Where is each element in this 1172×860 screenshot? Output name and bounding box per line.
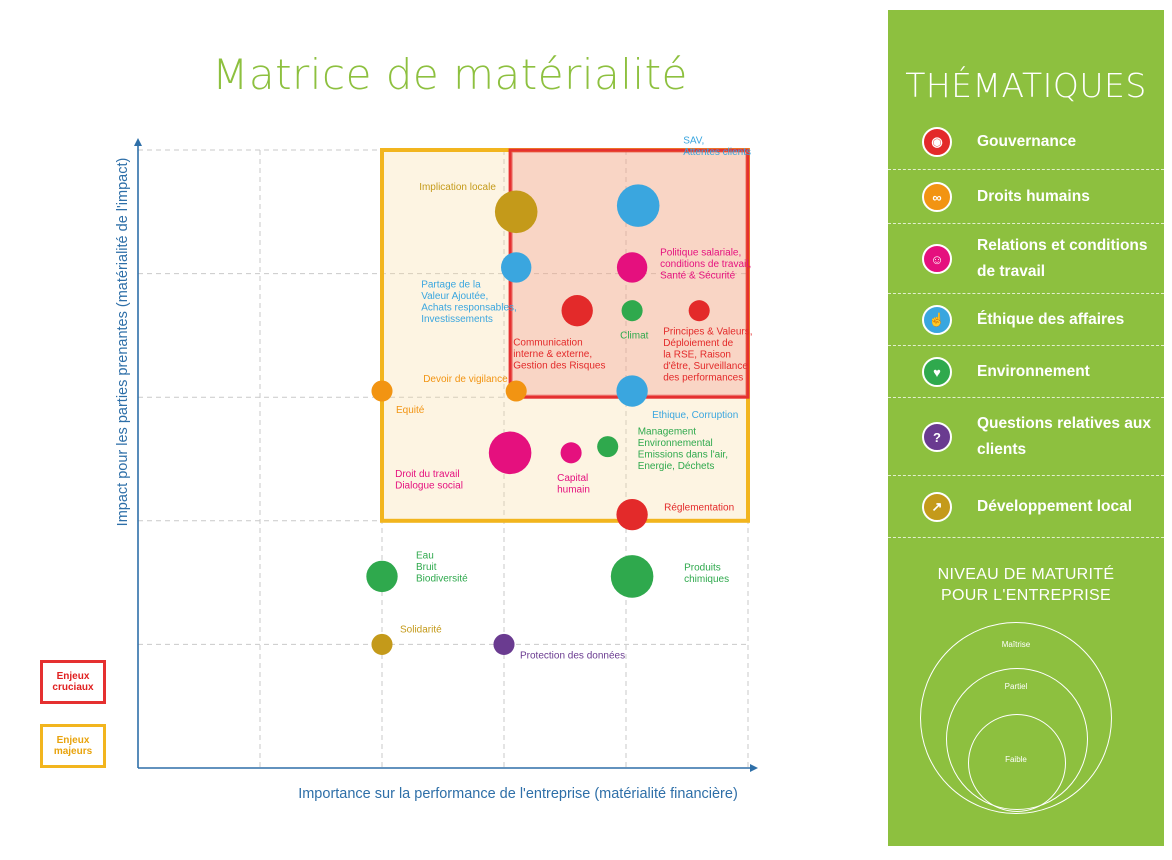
bubble-label: Climat bbox=[620, 331, 649, 342]
bubble-developpement_local bbox=[371, 633, 393, 655]
bubble-environnement bbox=[621, 300, 643, 322]
bubble-ethique bbox=[616, 375, 648, 407]
bubble-droits_humains bbox=[371, 380, 393, 402]
legend-majeurs-label: Enjeux majeurs bbox=[53, 734, 93, 758]
bubble-points bbox=[366, 184, 710, 655]
bubble-environnement bbox=[366, 560, 398, 593]
question-bubble-icon: ? bbox=[922, 422, 952, 452]
bubble-environnement bbox=[597, 436, 619, 458]
bubble-label: Implication locale bbox=[419, 182, 496, 193]
bubble-label: Equité bbox=[396, 405, 425, 416]
legend-enjeux-cruciaux: Enjeux cruciaux bbox=[40, 660, 106, 704]
bubble-developpement_local bbox=[494, 190, 538, 234]
theme-label: Relations et conditions de travail bbox=[977, 237, 1148, 280]
trend-chart-icon: ↗ bbox=[922, 492, 952, 522]
bubble-label: Politique salariale, conditions de travai… bbox=[660, 247, 751, 281]
theme-row: ◉ Gouvernance bbox=[888, 114, 1164, 170]
theme-row: ☺ Relations et conditions de travail bbox=[888, 224, 1164, 294]
maturity-label-partiel: Partiel bbox=[1004, 682, 1028, 691]
materiality-chart: Implication locale SAV, Attentes clients Pa… bbox=[134, 136, 758, 772]
legend-cruciaux-label: Enjeux cruciaux bbox=[52, 670, 94, 694]
theme-row: ? Questions relatives aux clients bbox=[888, 398, 1164, 476]
bubble-gouvernance bbox=[561, 295, 593, 327]
theme-row: ∞ Droits humains bbox=[888, 170, 1164, 224]
bubble-label: Communication interne & externe, Gestion d… bbox=[513, 338, 605, 372]
bubble-droits_humains bbox=[505, 380, 527, 402]
legend-enjeux-majeurs: Enjeux majeurs bbox=[40, 724, 106, 768]
heart-hands-icon: ♥ bbox=[922, 357, 952, 387]
theme-row: ↗ Développement local bbox=[888, 476, 1164, 538]
theme-label: Questions relatives aux clients bbox=[977, 415, 1152, 458]
bubble-label: Management Environnemental Emissions dans … bbox=[638, 427, 728, 473]
bubble-label: SAV, Attentes clients bbox=[683, 136, 751, 159]
bubble-label: Capital humain bbox=[557, 473, 590, 496]
bubble-label: Droit du travail Dialogue social bbox=[395, 469, 463, 492]
bubble-environnement bbox=[610, 555, 654, 598]
panel-title: THÉMATIQUES bbox=[905, 66, 1147, 105]
bubble-label: Devoir de vigilance bbox=[423, 374, 508, 385]
bubble-label: Réglementation bbox=[664, 503, 734, 514]
bubble-labels: Implication locale SAV, Attentes clients Pa… bbox=[395, 136, 752, 662]
maturity-label-maitrise: Maîtrise bbox=[1001, 640, 1031, 649]
theme-label: Développement local bbox=[977, 498, 1133, 515]
bubble-label: Partage de la Valeur Ajoutée, Achats respo… bbox=[421, 279, 517, 325]
theme-row: ☝ Éthique des affaires bbox=[888, 294, 1164, 346]
thematiques-panel: THÉMATIQUES ◉ Gouvernance ∞ Droits humains ☺… bbox=[888, 10, 1164, 846]
y-axis-arrow bbox=[134, 138, 142, 146]
family-icon: ☺ bbox=[922, 244, 952, 274]
bubble-label: Protection des données bbox=[520, 650, 625, 661]
bubble-label: Ethique, Corruption bbox=[652, 410, 738, 421]
bubble-label: Produits chimiques bbox=[684, 562, 729, 585]
theme-label: Droits humains bbox=[977, 188, 1090, 205]
y-axis-label: Impact pour les parties prenantes (matér… bbox=[115, 157, 131, 527]
bubble-ethique bbox=[616, 184, 660, 227]
bubble-label: Solidarité bbox=[400, 624, 442, 635]
maturity-circle-faible bbox=[968, 714, 1066, 812]
maturity-title: NIVEAU DE MATURITÉ POUR L'ENTREPRISE bbox=[937, 566, 1115, 604]
x-axis-arrow bbox=[750, 764, 758, 772]
bubble-relations_travail bbox=[560, 442, 582, 464]
theme-label: Gouvernance bbox=[977, 133, 1077, 150]
bubble-relations_travail bbox=[488, 431, 532, 475]
theme-label: Environnement bbox=[977, 363, 1090, 380]
bubble-gouvernance bbox=[616, 498, 648, 531]
page-title: Matrice de matérialité bbox=[212, 50, 688, 99]
axes bbox=[134, 138, 758, 772]
thumbs-up-icon: ☝ bbox=[922, 305, 952, 335]
x-axis-label: Importance sur la performance de l'entre… bbox=[298, 786, 738, 802]
people-group-icon: ◉ bbox=[922, 127, 952, 157]
bubble-label: Eau Bruit Biodiversité bbox=[416, 550, 468, 584]
theme-row: ♥ Environnement bbox=[888, 346, 1164, 398]
bubble-clients bbox=[493, 633, 515, 655]
maturity-label-faible: Faible bbox=[1005, 755, 1027, 764]
bubble-gouvernance bbox=[688, 300, 710, 322]
bubble-relations_travail bbox=[616, 252, 648, 283]
bubble-label: Principes & Valeurs, Déploiement de la RSE… bbox=[663, 327, 752, 384]
people-pair-icon: ∞ bbox=[922, 182, 952, 212]
maturity-circle-maitrise bbox=[920, 622, 1112, 814]
theme-label: Éthique des affaires bbox=[977, 311, 1125, 328]
bubble-ethique bbox=[501, 252, 532, 283]
